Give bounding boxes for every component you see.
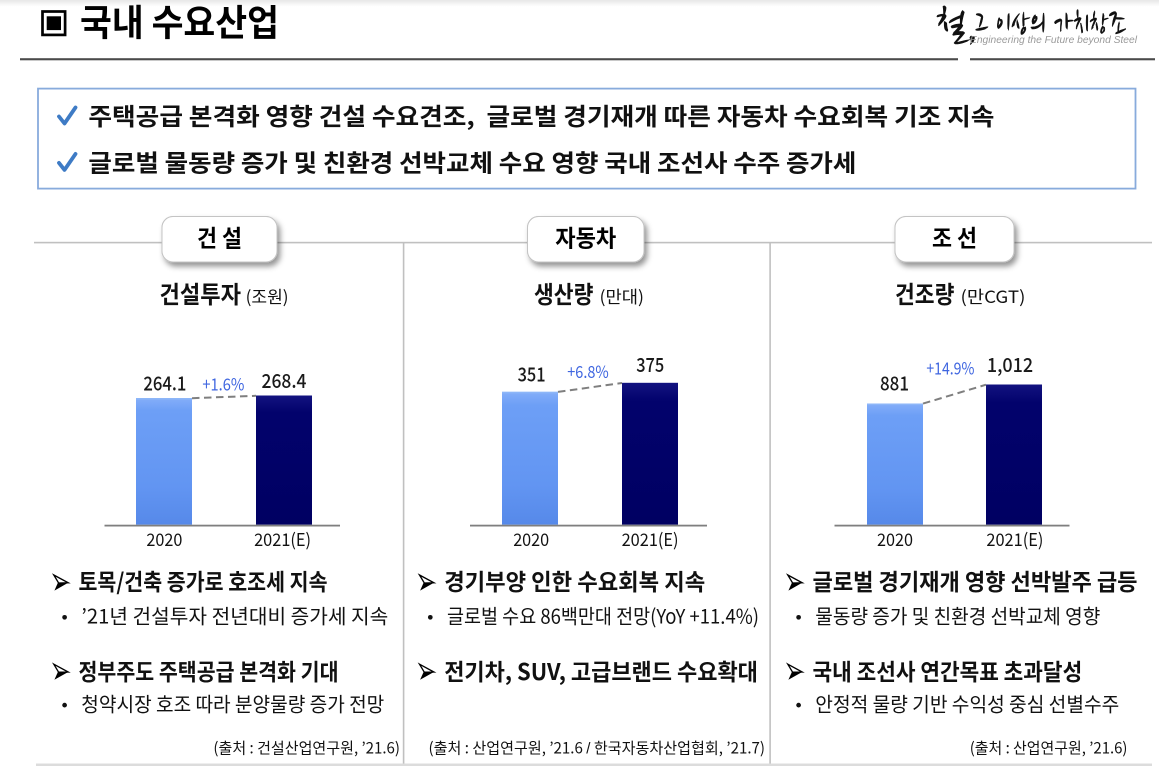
svg-text:2021(E): 2021(E) bbox=[986, 527, 1043, 552]
svg-text:조 선: 조 선 bbox=[932, 220, 977, 254]
svg-text:(출처 : 건설산업연구원, ’21.6): (출처 : 건설산업연구원, ’21.6) bbox=[213, 736, 400, 758]
svg-text:264.1: 264.1 bbox=[143, 367, 186, 396]
svg-text:375: 375 bbox=[636, 349, 664, 378]
svg-text:물동량 증가 및 친환경 선박교체 영향: 물동량 증가 및 친환경 선박교체 영향 bbox=[815, 601, 1100, 630]
svg-text:2020: 2020 bbox=[877, 527, 913, 552]
svg-text:2021(E): 2021(E) bbox=[622, 527, 679, 552]
svg-text:2020: 2020 bbox=[513, 527, 549, 552]
svg-text:’21년 건설투자 전년대비 증가세 지속: ’21년 건설투자 전년대비 증가세 지속 bbox=[81, 601, 388, 630]
svg-text:자동차: 자동차 bbox=[555, 220, 616, 254]
svg-text:생산량: 생산량 bbox=[534, 275, 593, 310]
svg-text:글로벌 물동량 증가 및 친환경 선박교체 수요 영향 국내: 글로벌 물동량 증가 및 친환경 선박교체 수요 영향 국내 조선사 수주 증가… bbox=[88, 143, 856, 178]
svg-text:국내 조선사 연간목표 초과달성: 국내 조선사 연간목표 초과달성 bbox=[813, 653, 1083, 687]
svg-text:건설투자: 건설투자 bbox=[160, 275, 242, 310]
svg-text:2020: 2020 bbox=[146, 527, 182, 552]
svg-text:철,: 철, bbox=[936, 6, 978, 48]
svg-text:글로벌 경기재개 영향 선박발주 급등: 글로벌 경기재개 영향 선박발주 급등 bbox=[813, 563, 1138, 597]
svg-text:건조량: 건조량 bbox=[895, 275, 954, 310]
svg-text:1,012: 1,012 bbox=[987, 349, 1033, 378]
svg-text:경기부양 인한 수요회복 지속: 경기부양 인한 수요회복 지속 bbox=[444, 563, 705, 597]
svg-text:건 설: 건 설 bbox=[197, 220, 242, 254]
svg-text:국내 수요산업: 국내 수요산업 bbox=[80, 0, 279, 47]
svg-text:881: 881 bbox=[880, 368, 909, 397]
svg-text:+6.8%: +6.8% bbox=[567, 358, 609, 383]
svg-text:2021(E): 2021(E) bbox=[254, 527, 311, 552]
svg-text:전기차, SUV, 고급브랜드 수요확대: 전기차, SUV, 고급브랜드 수요확대 bbox=[444, 653, 758, 687]
svg-text:(출처 : 산업연구원, ’21.6 / 한국자동차산업협회: (출처 : 산업연구원, ’21.6 / 한국자동차산업협회, ’21.7) bbox=[429, 736, 766, 758]
svg-text:글로벌 수요 86백만대 전망(YoY +11.4%): 글로벌 수요 86백만대 전망(YoY +11.4%) bbox=[447, 601, 759, 630]
svg-text:+1.6%: +1.6% bbox=[202, 371, 244, 396]
svg-text:정부주도 주택공급 본격화 기대: 정부주도 주택공급 본격화 기대 bbox=[79, 653, 339, 687]
svg-text:(만대): (만대) bbox=[600, 283, 645, 308]
svg-text:(조원): (조원) bbox=[246, 283, 289, 308]
svg-text:+14.9%: +14.9% bbox=[926, 355, 974, 380]
svg-text:주택공급 본격화 영향 건설 수요견조, 글로벌 경기재개: 주택공급 본격화 영향 건설 수요견조, 글로벌 경기재개 따른 자동차 수요회… bbox=[88, 97, 994, 132]
svg-text:청약시장 호조 따라 분양물량 증가 전망: 청약시장 호조 따라 분양물량 증가 전망 bbox=[81, 688, 384, 717]
svg-text:그 이상의 가치창조: 그 이상의 가치창조 bbox=[975, 9, 1127, 43]
svg-text:268.4: 268.4 bbox=[262, 365, 307, 394]
svg-text:(만CGT): (만CGT) bbox=[961, 283, 1026, 308]
svg-text:Engineering the Future beyond: Engineering the Future beyond Steel bbox=[970, 35, 1138, 46]
svg-text:351: 351 bbox=[518, 359, 546, 388]
svg-text:(출처 : 산업연구원, ’21.6): (출처 : 산업연구원, ’21.6) bbox=[970, 736, 1128, 758]
svg-text:토목/건축 증가로 호조세 지속: 토목/건축 증가로 호조세 지속 bbox=[79, 563, 328, 597]
svg-text:안정적 물량 기반 수익성 중심 선별수주: 안정적 물량 기반 수익성 중심 선별수주 bbox=[815, 688, 1119, 717]
